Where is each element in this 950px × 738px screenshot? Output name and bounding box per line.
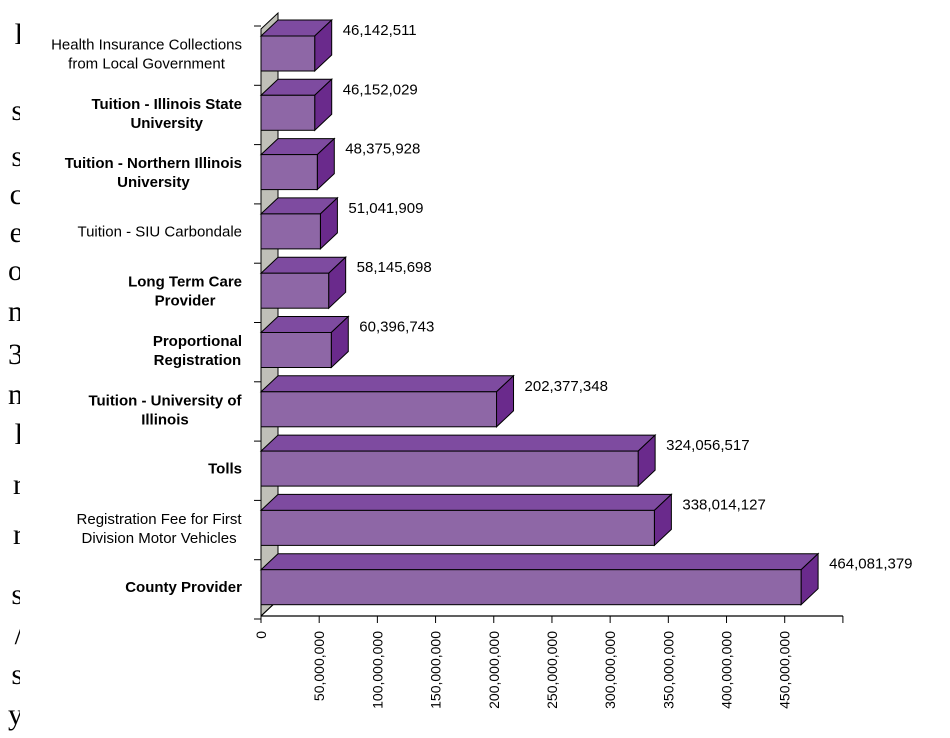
category-label-line: Health Insurance Collections	[51, 37, 242, 54]
bar	[260, 569, 802, 606]
category-label: Tuition - Illinois State University	[91, 96, 242, 132]
bar	[260, 35, 316, 72]
x-tick-label: 400,000,000	[719, 631, 735, 709]
category-label-line: Registration	[154, 352, 242, 369]
page-text-glyph: s	[11, 140, 20, 173]
bar-value-label: 51,041,909	[348, 200, 423, 217]
x-tick-label: 250,000,000	[544, 631, 560, 709]
page-text-glyph: o	[8, 254, 20, 287]
bar	[260, 94, 316, 131]
x-tick-label: 50,000,000	[311, 631, 327, 701]
bar	[260, 272, 330, 309]
bar-value-label: 60,396,743	[359, 319, 434, 336]
category-label-line: Tolls	[208, 461, 242, 478]
bar-value-label: 338,014,127	[682, 496, 765, 513]
page-text-glyph: /	[15, 620, 20, 650]
category-label-line: Tuition - SIU Carbondale	[77, 223, 242, 240]
page-text-glyph: 3	[8, 338, 20, 371]
bar-top-face	[259, 553, 820, 571]
bar	[260, 332, 332, 368]
category-label: Proportional Registration	[153, 333, 242, 369]
category-label: Tolls	[208, 461, 242, 478]
category-label-line: Tuition - University of	[88, 392, 242, 409]
x-tick-label: 0	[253, 631, 269, 639]
bar	[260, 450, 639, 487]
bar-top-face	[259, 434, 657, 452]
category-label: Tuition - SIU Carbondale	[77, 223, 242, 240]
x-tick-label: 150,000,000	[428, 631, 444, 709]
bar	[260, 391, 498, 428]
page-text-glyph: c	[9, 178, 20, 211]
x-tick-label: 450,000,000	[777, 631, 793, 709]
category-label-line: Division Motor Vehicles	[82, 530, 237, 547]
bar-top-face	[259, 493, 673, 511]
page-text-glyph: n	[8, 295, 20, 328]
page-text-glyph: l	[14, 18, 20, 51]
page-text-glyph: s	[11, 578, 20, 611]
page-text-glyph: e	[9, 216, 20, 249]
bar	[260, 213, 321, 250]
category-label-line: Registration Fee for First	[77, 511, 243, 528]
x-tick-label: 100,000,000	[369, 631, 385, 709]
x-tick-label: 200,000,000	[486, 631, 502, 709]
bar	[260, 154, 318, 191]
category-label: Registration Fee for First Division Motor…	[77, 511, 243, 547]
bar-top-face	[259, 375, 515, 393]
category-label-line: Provider	[155, 293, 216, 310]
page-text-glyph: n	[8, 378, 20, 411]
category-label-line: University	[117, 174, 190, 191]
bar-value-label: 58,145,698	[357, 259, 432, 276]
page-text-glyph: s	[11, 94, 20, 127]
bar-value-label: 202,377,348	[525, 378, 608, 395]
category-label-line: Proportional	[153, 333, 242, 350]
page-text-glyph: y	[8, 698, 20, 731]
category-label: Tuition - University of Illinois	[88, 392, 242, 428]
category-label-line: Illinois	[141, 411, 189, 428]
category-label: Tuition - Northern Illinois University	[65, 155, 242, 191]
x-tick-label: 300,000,000	[602, 631, 618, 709]
page-text-glyph: l	[14, 418, 20, 451]
bar-value-label: 464,081,379	[829, 556, 912, 573]
bar	[260, 509, 655, 546]
category-label-line: from Local Government	[68, 56, 226, 73]
category-label: Long Term Care Provider	[128, 274, 242, 310]
x-tick-label: 350,000,000	[660, 631, 676, 709]
category-label-line: Tuition - Illinois State	[91, 96, 242, 113]
page-text-glyph: r	[13, 468, 20, 501]
bar-value-label: 324,056,517	[666, 437, 749, 454]
bar-value-label: 48,375,928	[345, 141, 420, 158]
category-label-line: Tuition - Northern Illinois	[65, 155, 242, 172]
category-label-line: Long Term Care	[128, 274, 242, 291]
category-label: County Provider	[125, 579, 242, 596]
category-label: Health Insurance Collections from Local G…	[51, 37, 242, 73]
category-label-line: County Provider	[125, 579, 242, 596]
bar-value-label: 46,142,511	[343, 22, 417, 39]
page-text-glyph: r	[13, 518, 20, 551]
category-label-line: University	[130, 115, 203, 132]
page-text-glyph: s	[11, 658, 20, 691]
bar-value-label: 46,152,029	[343, 81, 418, 98]
